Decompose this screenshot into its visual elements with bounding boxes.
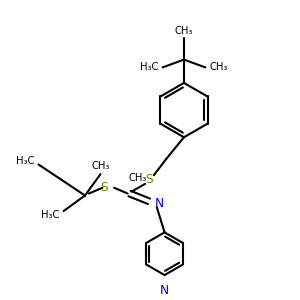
Text: CH₃: CH₃: [128, 173, 147, 183]
Text: S: S: [100, 181, 108, 194]
Text: CH₃: CH₃: [91, 161, 110, 171]
Text: H₃C: H₃C: [140, 62, 159, 72]
Text: N: N: [160, 284, 169, 297]
Text: H₃C: H₃C: [41, 210, 60, 220]
Text: H₃C: H₃C: [16, 156, 34, 166]
Text: CH₃: CH₃: [209, 62, 228, 72]
Text: N: N: [155, 197, 164, 210]
Text: S: S: [145, 173, 153, 187]
Text: CH₃: CH₃: [175, 26, 193, 35]
